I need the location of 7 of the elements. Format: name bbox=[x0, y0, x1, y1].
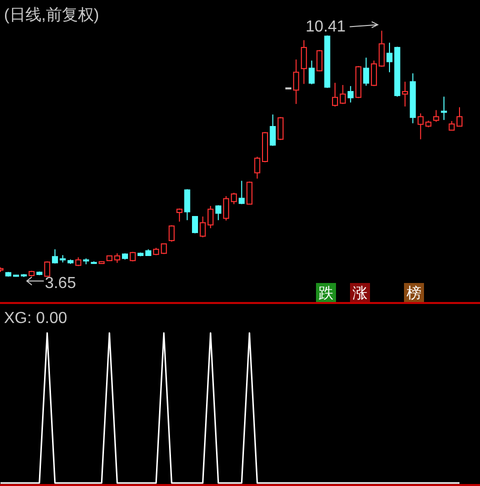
chart-title: (日线,前复权) bbox=[4, 6, 100, 24]
annotation: 10.41 bbox=[306, 18, 346, 36]
chart-title: XG: 0.00 bbox=[4, 310, 68, 327]
button: 跌 bbox=[316, 283, 336, 302]
button: 榜 bbox=[404, 283, 424, 302]
annotation: 3.65 bbox=[44, 275, 76, 292]
button: 涨 bbox=[350, 283, 370, 302]
